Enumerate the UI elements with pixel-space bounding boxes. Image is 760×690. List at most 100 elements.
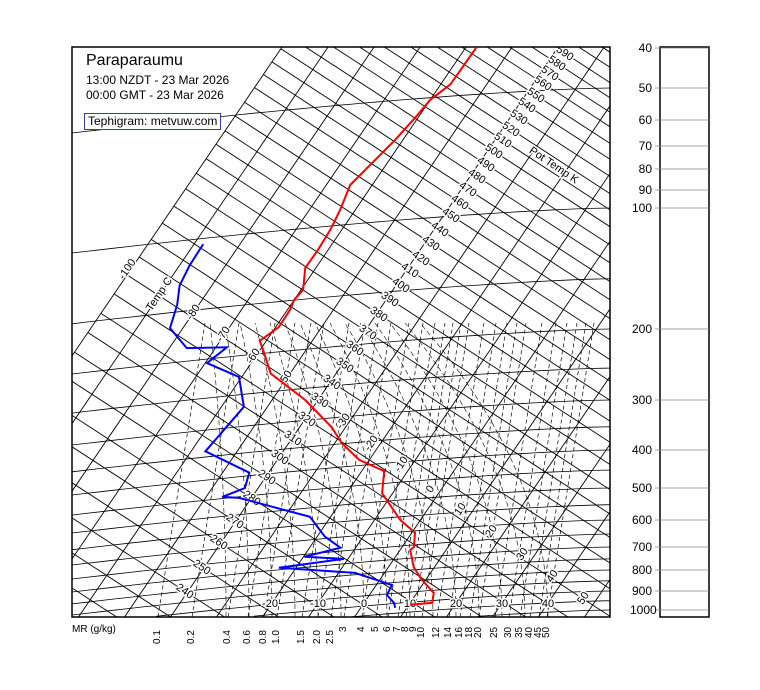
mixing-ratio-label: 2.5 <box>325 630 336 644</box>
isobar-line <box>72 558 610 605</box>
saturated-adiabat-line <box>404 322 526 617</box>
isobar-line <box>72 469 610 516</box>
mixing-ratio-label: 10 <box>416 626 427 638</box>
temperature-line <box>258 47 477 606</box>
pressure-label: 100 <box>631 201 652 215</box>
saturated-adiabat-line <box>344 322 434 617</box>
mixing-ratio-line <box>191 322 240 617</box>
isobar-line <box>72 449 610 496</box>
mixing-ratio-label: 18 <box>464 626 475 638</box>
isobar-line <box>477 609 610 617</box>
mixing-ratio-label: 4 <box>356 626 367 632</box>
pressure-label: 80 <box>638 162 652 176</box>
saturated-adiabat-line <box>314 322 388 617</box>
credit-link[interactable]: Tephigram: metvuw.com <box>84 113 222 130</box>
isotherm-line <box>354 240 610 617</box>
pressure-label: 1000 <box>630 603 657 617</box>
dry-adiabat-line <box>138 256 610 564</box>
isobar-line <box>72 533 610 580</box>
mixing-ratio-label: 3 <box>338 626 349 632</box>
dry-adiabat-line <box>215 143 610 401</box>
dry-adiabat-line <box>578 47 610 68</box>
mixing-ratio-label: 35 <box>514 626 525 638</box>
dry-adiabat-line <box>244 101 610 341</box>
mixing-ratio-line <box>330 322 379 617</box>
mixing-ratio-label: 40 <box>524 626 535 638</box>
isobar-line <box>72 487 610 534</box>
dry-adiabat-line <box>461 47 610 144</box>
potential-temp-label: 400 <box>390 275 412 295</box>
pressure-label: 200 <box>631 322 652 336</box>
station-title: Paraparaumu <box>86 52 183 69</box>
isotherm-line <box>124 47 513 617</box>
mixing-ratio-line <box>508 322 557 617</box>
dewpoint-line <box>168 243 397 609</box>
dry-adiabat-line <box>384 47 610 194</box>
isotherm-line <box>72 47 375 492</box>
dry-adiabat-line <box>555 47 610 83</box>
isobar-line <box>72 367 610 414</box>
mixing-ratio-line <box>421 322 470 617</box>
mixing-ratio-line <box>538 322 587 617</box>
isotherm-line <box>170 47 559 617</box>
temperature-label: 20 <box>450 598 462 610</box>
mixing-ratio-label: 30 <box>503 626 514 638</box>
wet-bulb-label: -20 <box>362 433 381 453</box>
dry-adiabat-line <box>72 587 117 617</box>
dry-adiabat-line <box>486 47 610 128</box>
potential-temp-label: 340 <box>321 372 343 392</box>
temperature-label: 10 <box>404 598 416 610</box>
potential-temp-label: 360 <box>344 338 366 358</box>
mixing-ratio-label: 0.2 <box>186 630 197 644</box>
dry-adiabat-line <box>195 172 610 443</box>
temperature-label: -20 <box>262 598 278 610</box>
mixing-ratio-line <box>469 322 518 617</box>
isobar-line <box>72 207 610 254</box>
mixing-ratio-line <box>448 322 497 617</box>
dry-adiabat-line <box>305 47 610 246</box>
wind-panel <box>659 46 710 618</box>
dewpoint-series <box>168 243 397 609</box>
mixing-ratio-label: 1.0 <box>271 630 282 644</box>
saturated-adiabat-line <box>284 322 342 617</box>
mixing-ratio-line <box>263 322 312 617</box>
pressure-label: 90 <box>638 183 652 197</box>
mixing-ratio-line <box>397 322 446 617</box>
dry-adiabat-line <box>333 47 610 228</box>
mixing-ratio-label: 16 <box>454 626 465 638</box>
saturated-adiabat-line <box>239 322 273 617</box>
temperature-label: 30 <box>496 598 508 610</box>
dry-adiabat-line <box>601 47 610 53</box>
sounding-series <box>168 47 477 609</box>
dry-adiabat-line <box>126 274 610 590</box>
mixing-ratio-label: 5 <box>370 626 381 632</box>
dry-adiabat-line <box>74 351 483 617</box>
mixing-ratio-label: 0.6 <box>242 630 253 644</box>
isotherm-line <box>72 47 329 424</box>
mixing-ratio-line <box>247 322 296 617</box>
isotherm-line <box>72 47 421 560</box>
dry-adiabat-line <box>162 222 610 515</box>
isobar-line <box>72 328 610 375</box>
pressure-label: 50 <box>638 81 652 95</box>
isobar-line <box>253 590 610 617</box>
mixing-ratio-line <box>157 322 206 617</box>
gmt-time: 00:00 GMT - 23 Mar 2026 <box>86 88 224 102</box>
temperature-label: -10 <box>310 598 326 610</box>
isobar-line <box>72 519 610 566</box>
dry-adiabat-line <box>410 47 610 177</box>
dry-adiabat-line <box>224 130 610 382</box>
dry-adiabat-line <box>254 87 610 319</box>
isotherm-line <box>308 173 610 617</box>
saturated-adiabat-line <box>359 322 457 617</box>
mixing-ratio-line <box>546 322 595 617</box>
pressure-label: 600 <box>631 513 652 527</box>
dry-adiabat-line <box>271 61 610 282</box>
saturated-adiabat-line <box>299 322 365 617</box>
temperature-label: -100 <box>116 257 138 282</box>
mixing-ratio-line <box>317 322 366 617</box>
mixing-ratio-line <box>436 322 485 617</box>
dry-adiabat-line <box>234 115 610 360</box>
potential-temp-label: 290 <box>256 467 278 487</box>
temperature-series <box>258 47 477 606</box>
